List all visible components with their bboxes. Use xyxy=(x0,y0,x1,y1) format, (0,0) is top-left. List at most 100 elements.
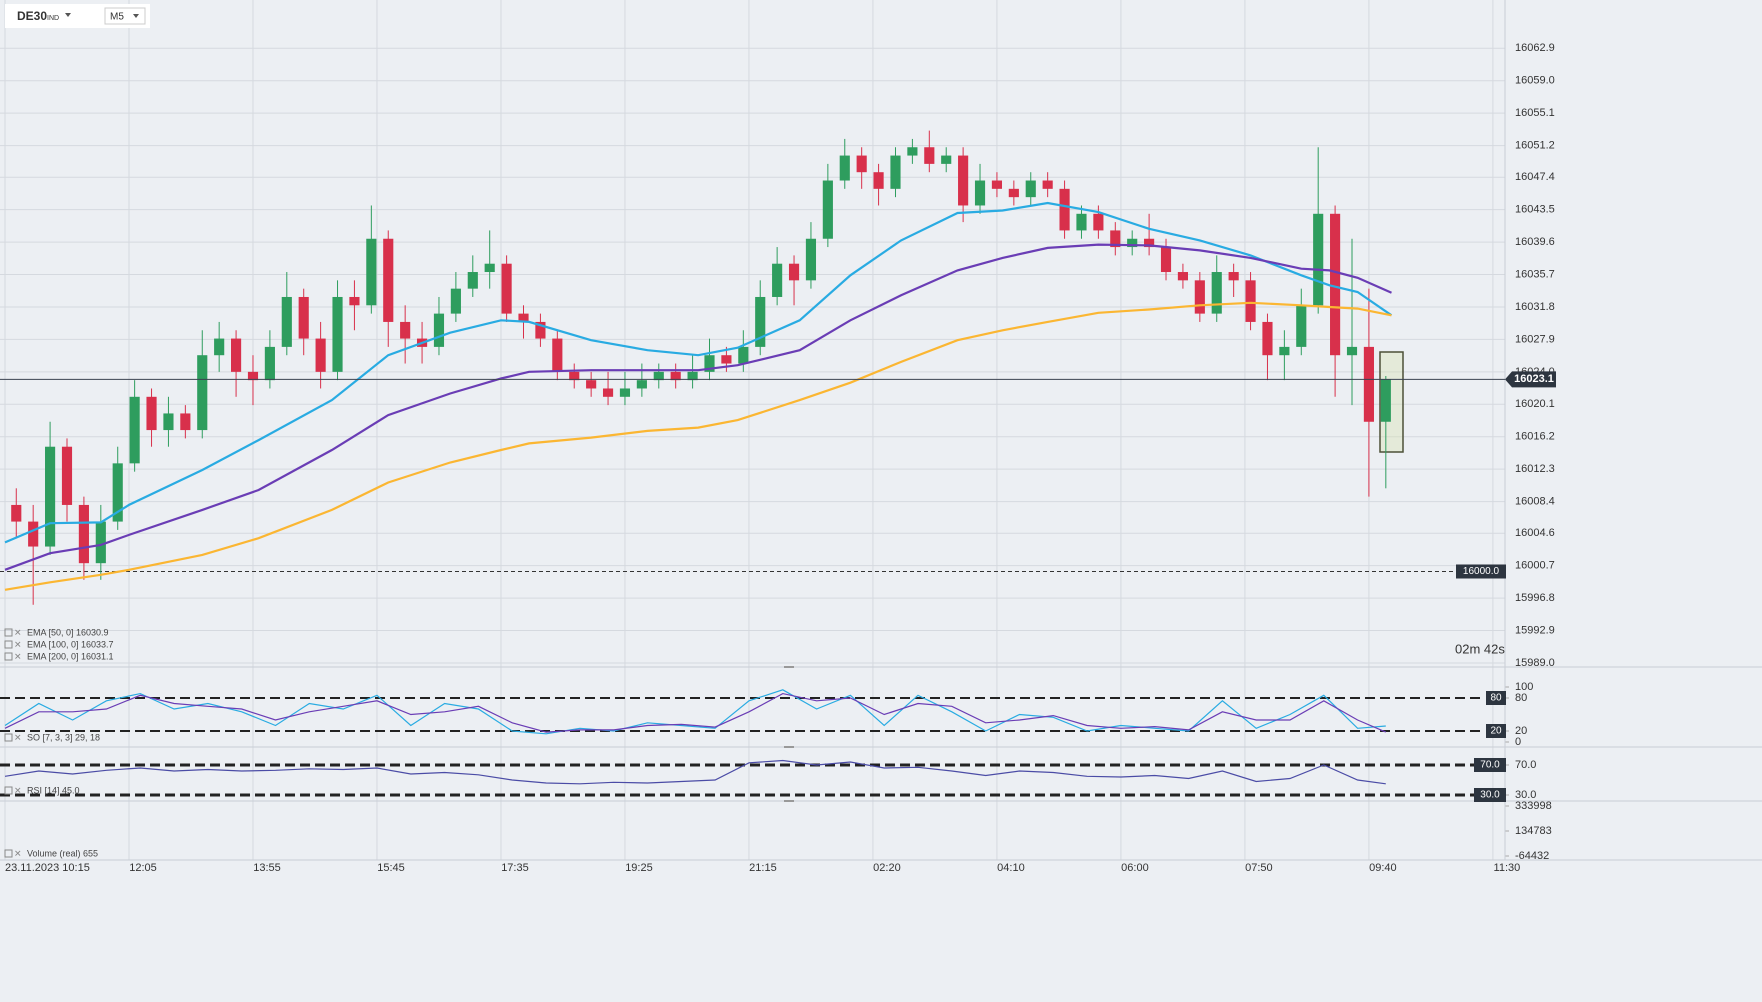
candle-body xyxy=(873,172,884,189)
candle-body xyxy=(467,272,478,289)
instrument[interactable]: DE30 xyxy=(17,9,47,23)
labels: 23.11.2023 10:15 12:05 13:55 15:45 17:35 19:2… xyxy=(4,42,1556,874)
candle-body xyxy=(78,504,89,564)
candle-body xyxy=(856,155,867,173)
dropdown-arrow[interactable] xyxy=(133,14,139,18)
panel-legend: RSI [14] 45.0 xyxy=(27,785,80,795)
candle-body xyxy=(1194,280,1205,314)
level-label: 70.0 xyxy=(1480,760,1500,771)
y-tick-label: 70.0 xyxy=(1515,759,1536,771)
legend-close[interactable]: ✕ xyxy=(14,785,22,795)
candle-body xyxy=(1093,213,1104,231)
series-line xyxy=(4,759,1386,785)
candle-body xyxy=(974,180,986,206)
y-tick-label: 16051.2 xyxy=(1515,139,1555,151)
x-tick-label: 07:50 xyxy=(1245,862,1273,874)
candle-body xyxy=(602,388,614,397)
series-line xyxy=(4,243,1392,571)
candle-body xyxy=(366,238,377,306)
candle-body xyxy=(1160,247,1172,273)
candle-body xyxy=(788,263,800,281)
y-tick-label: 16031.8 xyxy=(1515,301,1555,313)
y-tick-label: 16043.5 xyxy=(1515,204,1555,216)
candle-body xyxy=(146,396,157,431)
candle-body xyxy=(1144,238,1155,248)
candle-body xyxy=(586,380,597,389)
legend-close[interactable]: ✕ xyxy=(14,651,22,661)
candle-body xyxy=(332,296,343,372)
y-tick-label: 134783 xyxy=(1515,825,1552,837)
candle-body xyxy=(619,388,631,397)
candle-body xyxy=(1211,272,1222,314)
candle-body xyxy=(247,371,259,381)
candle-body xyxy=(1262,321,1273,356)
market: IND xyxy=(47,15,59,22)
candle-body xyxy=(552,338,563,372)
y-tick-label: 0 xyxy=(1515,736,1521,748)
y-tick-label: 16027.9 xyxy=(1515,333,1555,345)
legend-icon xyxy=(4,640,13,649)
candle-body xyxy=(214,338,225,356)
candle-body xyxy=(1008,188,1019,198)
y-tick-label: 16059.0 xyxy=(1515,75,1555,87)
y-tick-label: 16039.6 xyxy=(1515,236,1555,248)
level-badge xyxy=(1474,758,1506,772)
x-tick-label: 17:35 xyxy=(501,862,529,874)
candle-body xyxy=(264,346,275,381)
candle-body xyxy=(1380,379,1391,422)
candle-body xyxy=(1110,230,1121,248)
candle-body xyxy=(805,238,817,281)
level-label: 16000.0 xyxy=(1463,566,1500,577)
candle-body xyxy=(822,180,833,239)
candle-body xyxy=(112,463,123,522)
dropdown-arrow[interactable] xyxy=(65,13,71,17)
candle-body xyxy=(518,313,529,322)
candle-body xyxy=(687,371,698,381)
level-badge xyxy=(1486,691,1506,705)
candle-body xyxy=(1127,238,1138,248)
legend-close[interactable]: ✕ xyxy=(14,639,22,649)
legend-close[interactable]: ✕ xyxy=(14,848,22,858)
candle-body xyxy=(1059,188,1070,231)
grid xyxy=(0,0,1509,860)
legend-entry: EMA [200, 0] 16031.1 xyxy=(27,651,114,661)
legend-close[interactable]: ✕ xyxy=(14,732,22,742)
panel-handle[interactable] xyxy=(784,746,794,748)
y-tick-label: -64432 xyxy=(1515,850,1549,862)
level-badge xyxy=(1456,564,1506,579)
candle-body xyxy=(450,288,461,314)
y-tick-label: 16047.4 xyxy=(1515,171,1555,183)
candle-body xyxy=(569,371,580,381)
x-tick-label: 19:25 xyxy=(625,862,653,874)
series-line xyxy=(4,692,1387,733)
interval-box[interactable] xyxy=(104,7,146,25)
panel-handle[interactable] xyxy=(784,800,794,802)
y-tick-label: 15989.0 xyxy=(1515,657,1555,669)
candle-body xyxy=(1245,280,1256,322)
legend-icon xyxy=(4,733,13,742)
candle-body xyxy=(907,147,918,156)
legend-close[interactable]: ✕ xyxy=(14,627,22,637)
candle-body xyxy=(28,521,39,547)
candle-body xyxy=(1228,272,1239,281)
candle-body xyxy=(129,396,140,464)
candle-body xyxy=(1330,213,1341,356)
y-tick-label: 16062.9 xyxy=(1515,42,1555,54)
candle-body xyxy=(45,446,56,547)
x-tick-label: 15:45 xyxy=(377,862,405,874)
panel-handle[interactable] xyxy=(784,666,794,668)
y-tick-label: 30.0 xyxy=(1515,789,1536,801)
x-tick-label: 11:30 xyxy=(1494,862,1521,874)
x-tick-label: 12:05 xyxy=(129,862,157,874)
candle-body xyxy=(670,371,681,381)
y-tick-label: 16012.3 xyxy=(1515,463,1555,475)
interval[interactable]: M5 xyxy=(110,12,124,23)
candle-body xyxy=(755,296,766,347)
candle-body xyxy=(197,355,208,431)
candle-body xyxy=(1042,180,1053,189)
candle-body xyxy=(163,413,174,431)
x-tick-label: 09:40 xyxy=(1369,862,1397,874)
last-price-label: 16023.1 xyxy=(1514,373,1554,385)
